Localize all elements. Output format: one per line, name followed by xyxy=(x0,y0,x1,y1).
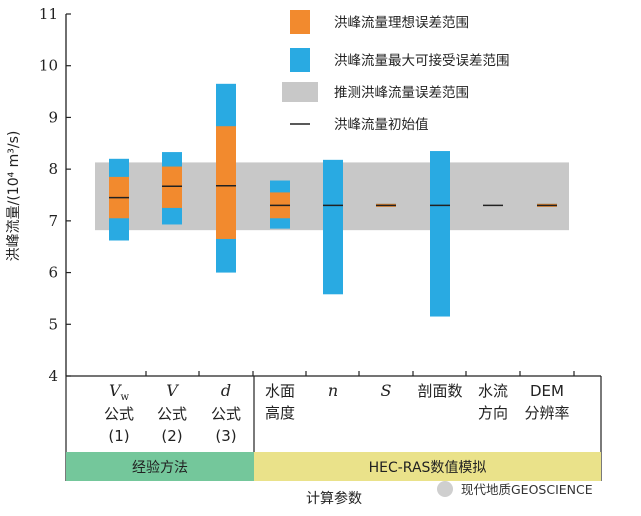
category-label: 水面 xyxy=(265,382,295,400)
ideal-range-bar xyxy=(216,126,236,239)
watermark: 现代地质GEOSCIENCE xyxy=(437,481,593,497)
y-tick-label: 6 xyxy=(48,264,58,282)
group-band xyxy=(254,452,601,481)
group-label: HEC-RAS数值模拟 xyxy=(369,460,487,476)
group-label: 经验方法 xyxy=(132,460,188,476)
category-symbol: Vw xyxy=(109,381,130,403)
y-tick-label: 4 xyxy=(48,367,58,385)
y-tick-label: 7 xyxy=(48,212,58,230)
category-label: 分辨率 xyxy=(524,404,569,422)
category-label: (1) xyxy=(108,427,129,445)
category-symbol: n xyxy=(328,381,338,400)
bars-layer xyxy=(109,83,557,317)
y-tick-label: 9 xyxy=(48,108,58,126)
group-band xyxy=(66,452,254,481)
category-label: 方向 xyxy=(478,404,508,422)
category-label: 公式 xyxy=(104,405,134,423)
category-label: 公式 xyxy=(157,405,187,423)
ideal-range-bar xyxy=(162,166,182,208)
y-tick-label: 8 xyxy=(48,160,58,178)
category-label: (3) xyxy=(215,427,236,445)
category-symbol: S xyxy=(381,381,392,400)
group-labels: 经验方法 HEC-RAS数值模拟 xyxy=(66,452,601,481)
category-label: DEM xyxy=(530,382,564,400)
max-acceptable-range-bar xyxy=(323,159,343,295)
legend-label: 洪峰流量初始值 xyxy=(334,116,429,133)
category-symbol: V xyxy=(166,381,179,400)
legend-swatch xyxy=(290,10,310,34)
watermark-text: 现代地质GEOSCIENCE xyxy=(461,482,593,497)
legend-swatch xyxy=(282,82,318,102)
legend-label: 推测洪峰流量误差范围 xyxy=(334,85,469,101)
x-axis-title: 计算参数 xyxy=(306,490,362,507)
category-symbol: d xyxy=(221,381,231,400)
category-label: 高度 xyxy=(265,404,295,422)
legend-label: 洪峰流量理想误差范围 xyxy=(334,15,469,31)
max-acceptable-range-bar xyxy=(430,151,450,317)
category-label: 剖面数 xyxy=(417,382,462,400)
y-tick-label: 5 xyxy=(48,315,58,333)
wechat-icon xyxy=(437,481,453,497)
category-label: (2) xyxy=(161,427,182,445)
legend-swatch xyxy=(290,48,310,72)
legend-label: 洪峰流量最大可接受误差范围 xyxy=(334,52,510,69)
y-axis-title: 洪峰流量/(10⁴ m³/s) xyxy=(6,131,22,262)
y-tick-label: 11 xyxy=(39,5,58,23)
y-tick-label: 10 xyxy=(39,57,58,75)
category-label: 公式 xyxy=(211,405,241,423)
category-label: 水流 xyxy=(478,382,508,400)
